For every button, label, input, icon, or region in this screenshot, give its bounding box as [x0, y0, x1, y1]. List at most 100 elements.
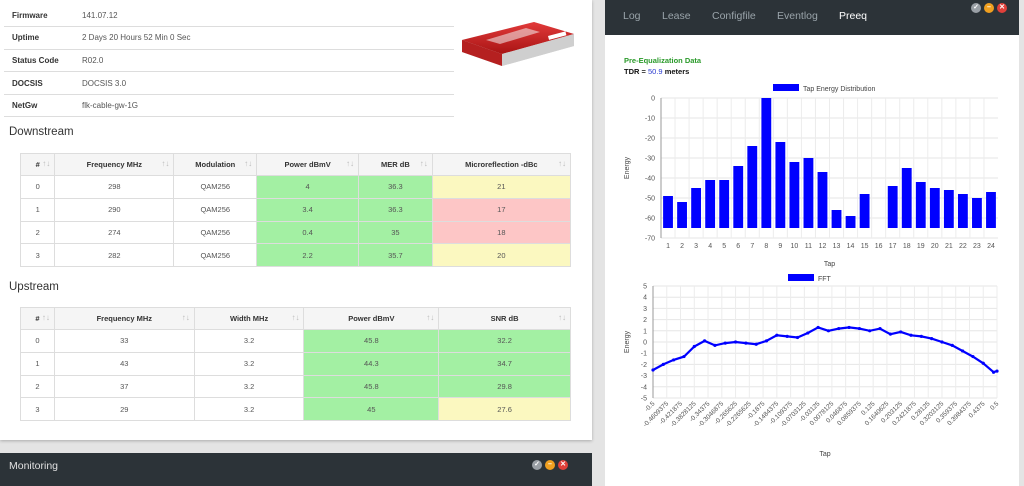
bar [789, 162, 800, 228]
device-card: Firmware 141.07.12 Uptime 2 Days 20 Hours 5… [0, 0, 592, 440]
column-header[interactable]: Frequency MHz ↑↓ [53, 307, 195, 330]
data-point [971, 354, 975, 359]
close-icon[interactable]: ✕ [558, 460, 568, 470]
y-tick-label: -1 [641, 351, 647, 358]
column-header[interactable]: Microreflection -dBc ↑↓ [431, 153, 572, 176]
x-tick-label: 17 [889, 243, 897, 250]
bar [733, 166, 744, 228]
sort-icon[interactable]: ↑↓ [558, 313, 566, 322]
minimize-icon[interactable]: – [984, 3, 994, 13]
data-point [723, 341, 727, 345]
table-cell: 44.3 [303, 351, 440, 376]
table-cell: 36.3 [358, 197, 433, 222]
x-tick-label: 21 [945, 243, 953, 250]
tab-log[interactable]: Log [623, 10, 641, 22]
table-row: 3 29 3.2 45 27.6 [20, 397, 571, 422]
sort-icon[interactable]: ↑↓ [42, 159, 51, 168]
bar [775, 142, 786, 228]
bar [761, 98, 772, 228]
column-header[interactable]: SNR dB ↑↓ [438, 307, 571, 330]
y-tick-label: 0 [651, 96, 655, 103]
tab-eventlog[interactable]: Eventlog [777, 10, 818, 22]
data-point [764, 339, 769, 343]
data-point [950, 343, 954, 347]
check-icon[interactable]: ✓ [532, 460, 542, 470]
info-key: NetGw [4, 94, 74, 118]
column-header[interactable]: Power dBmV ↑↓ [303, 307, 440, 330]
column-header[interactable]: Modulation ↑↓ [173, 153, 258, 176]
x-tick-label: 19 [917, 243, 925, 250]
sort-icon[interactable]: ↑↓ [161, 159, 170, 168]
monitoring-window-bar[interactable]: Monitoring ✓ – ✕ [0, 453, 592, 486]
sort-icon[interactable]: ↑↓ [291, 313, 300, 322]
table-cell: 3.2 [193, 374, 305, 399]
close-icon[interactable]: ✕ [997, 3, 1007, 13]
legend-swatch [788, 274, 814, 281]
data-point [795, 335, 800, 340]
table-cell: 34.7 [438, 351, 571, 376]
tab-configfile[interactable]: Configfile [712, 10, 756, 22]
table-cell: 17 [431, 197, 572, 222]
data-point [888, 332, 892, 336]
sort-icon[interactable]: ↑↓ [244, 159, 253, 168]
table-cell: 21 [431, 175, 572, 199]
sort-icon[interactable]: ↑↓ [181, 313, 190, 322]
fft-chart: FFT543210-1-2-3-4-5-0.5-0.4609375-0.4218… [624, 274, 1001, 458]
x-tick-label: 18 [903, 243, 911, 250]
table-cell: 282 [54, 243, 175, 268]
x-tick-label: 0.5 [989, 400, 1001, 412]
table-row: 2 274 QAM256 0.4 35 18 [19, 220, 572, 245]
sort-icon[interactable]: ↑↓ [426, 313, 435, 322]
data-point [661, 362, 665, 366]
y-tick-label: -2 [641, 362, 647, 369]
tab-preeq[interactable]: Preeq [839, 10, 868, 22]
table-cell: 29.8 [438, 374, 571, 399]
y-tick-label: 5 [643, 284, 647, 291]
x-axis-label: Tap [824, 261, 835, 268]
y-tick-label: -10 [645, 116, 655, 123]
info-row: NetGw flk-cable-gw-1G [4, 94, 454, 118]
sort-icon[interactable]: ↑↓ [558, 159, 566, 168]
data-point [703, 339, 707, 343]
x-tick-label: 14 [847, 243, 855, 250]
column-header[interactable]: Power dBmV ↑↓ [256, 153, 360, 176]
tdr-readout: TDR = 50.9 meters [624, 67, 689, 76]
y-axis-label: Energy [624, 156, 631, 179]
sort-icon[interactable]: ↑↓ [419, 159, 428, 168]
sort-icon[interactable]: ↑↓ [346, 159, 355, 168]
y-tick-label: -60 [645, 216, 655, 223]
column-header[interactable]: MER dB ↑↓ [358, 153, 433, 176]
bar [901, 168, 912, 228]
y-tick-label: -70 [645, 236, 655, 243]
column-header-label: Microreflection -dBc [465, 160, 538, 169]
data-point [868, 329, 872, 333]
bar [817, 172, 828, 228]
info-value: flk-cable-gw-1G [74, 94, 454, 118]
x-tick-label: 24 [987, 243, 995, 250]
bar [986, 192, 996, 228]
y-axis-label: Energy [624, 330, 631, 353]
column-header[interactable]: Frequency MHz ↑↓ [54, 153, 175, 176]
sort-icon[interactable]: ↑↓ [41, 313, 50, 322]
column-header[interactable]: Width MHz ↑↓ [193, 307, 305, 330]
x-axis-label: Tap [819, 451, 830, 458]
y-tick-label: -4 [641, 384, 647, 391]
monitoring-title: Monitoring [9, 460, 59, 472]
check-icon[interactable]: ✓ [971, 3, 981, 13]
tab-lease[interactable]: Lease [662, 10, 691, 22]
x-tick-label: 7 [750, 243, 754, 250]
data-point [847, 325, 851, 330]
bar [915, 182, 926, 228]
data-point [991, 370, 996, 374]
column-header[interactable]: # ↑↓ [19, 153, 56, 176]
data-point [995, 369, 999, 373]
bar [859, 194, 870, 228]
bar [747, 146, 758, 228]
column-header[interactable]: # ↑↓ [20, 307, 55, 330]
info-key: Firmware [4, 4, 74, 28]
minimize-icon[interactable]: – [545, 460, 555, 470]
table-cell: 27.6 [438, 397, 571, 422]
table-cell: 3.4 [256, 197, 360, 222]
table-cell: QAM256 [173, 197, 258, 222]
tdr-label: TDR = [624, 67, 646, 76]
